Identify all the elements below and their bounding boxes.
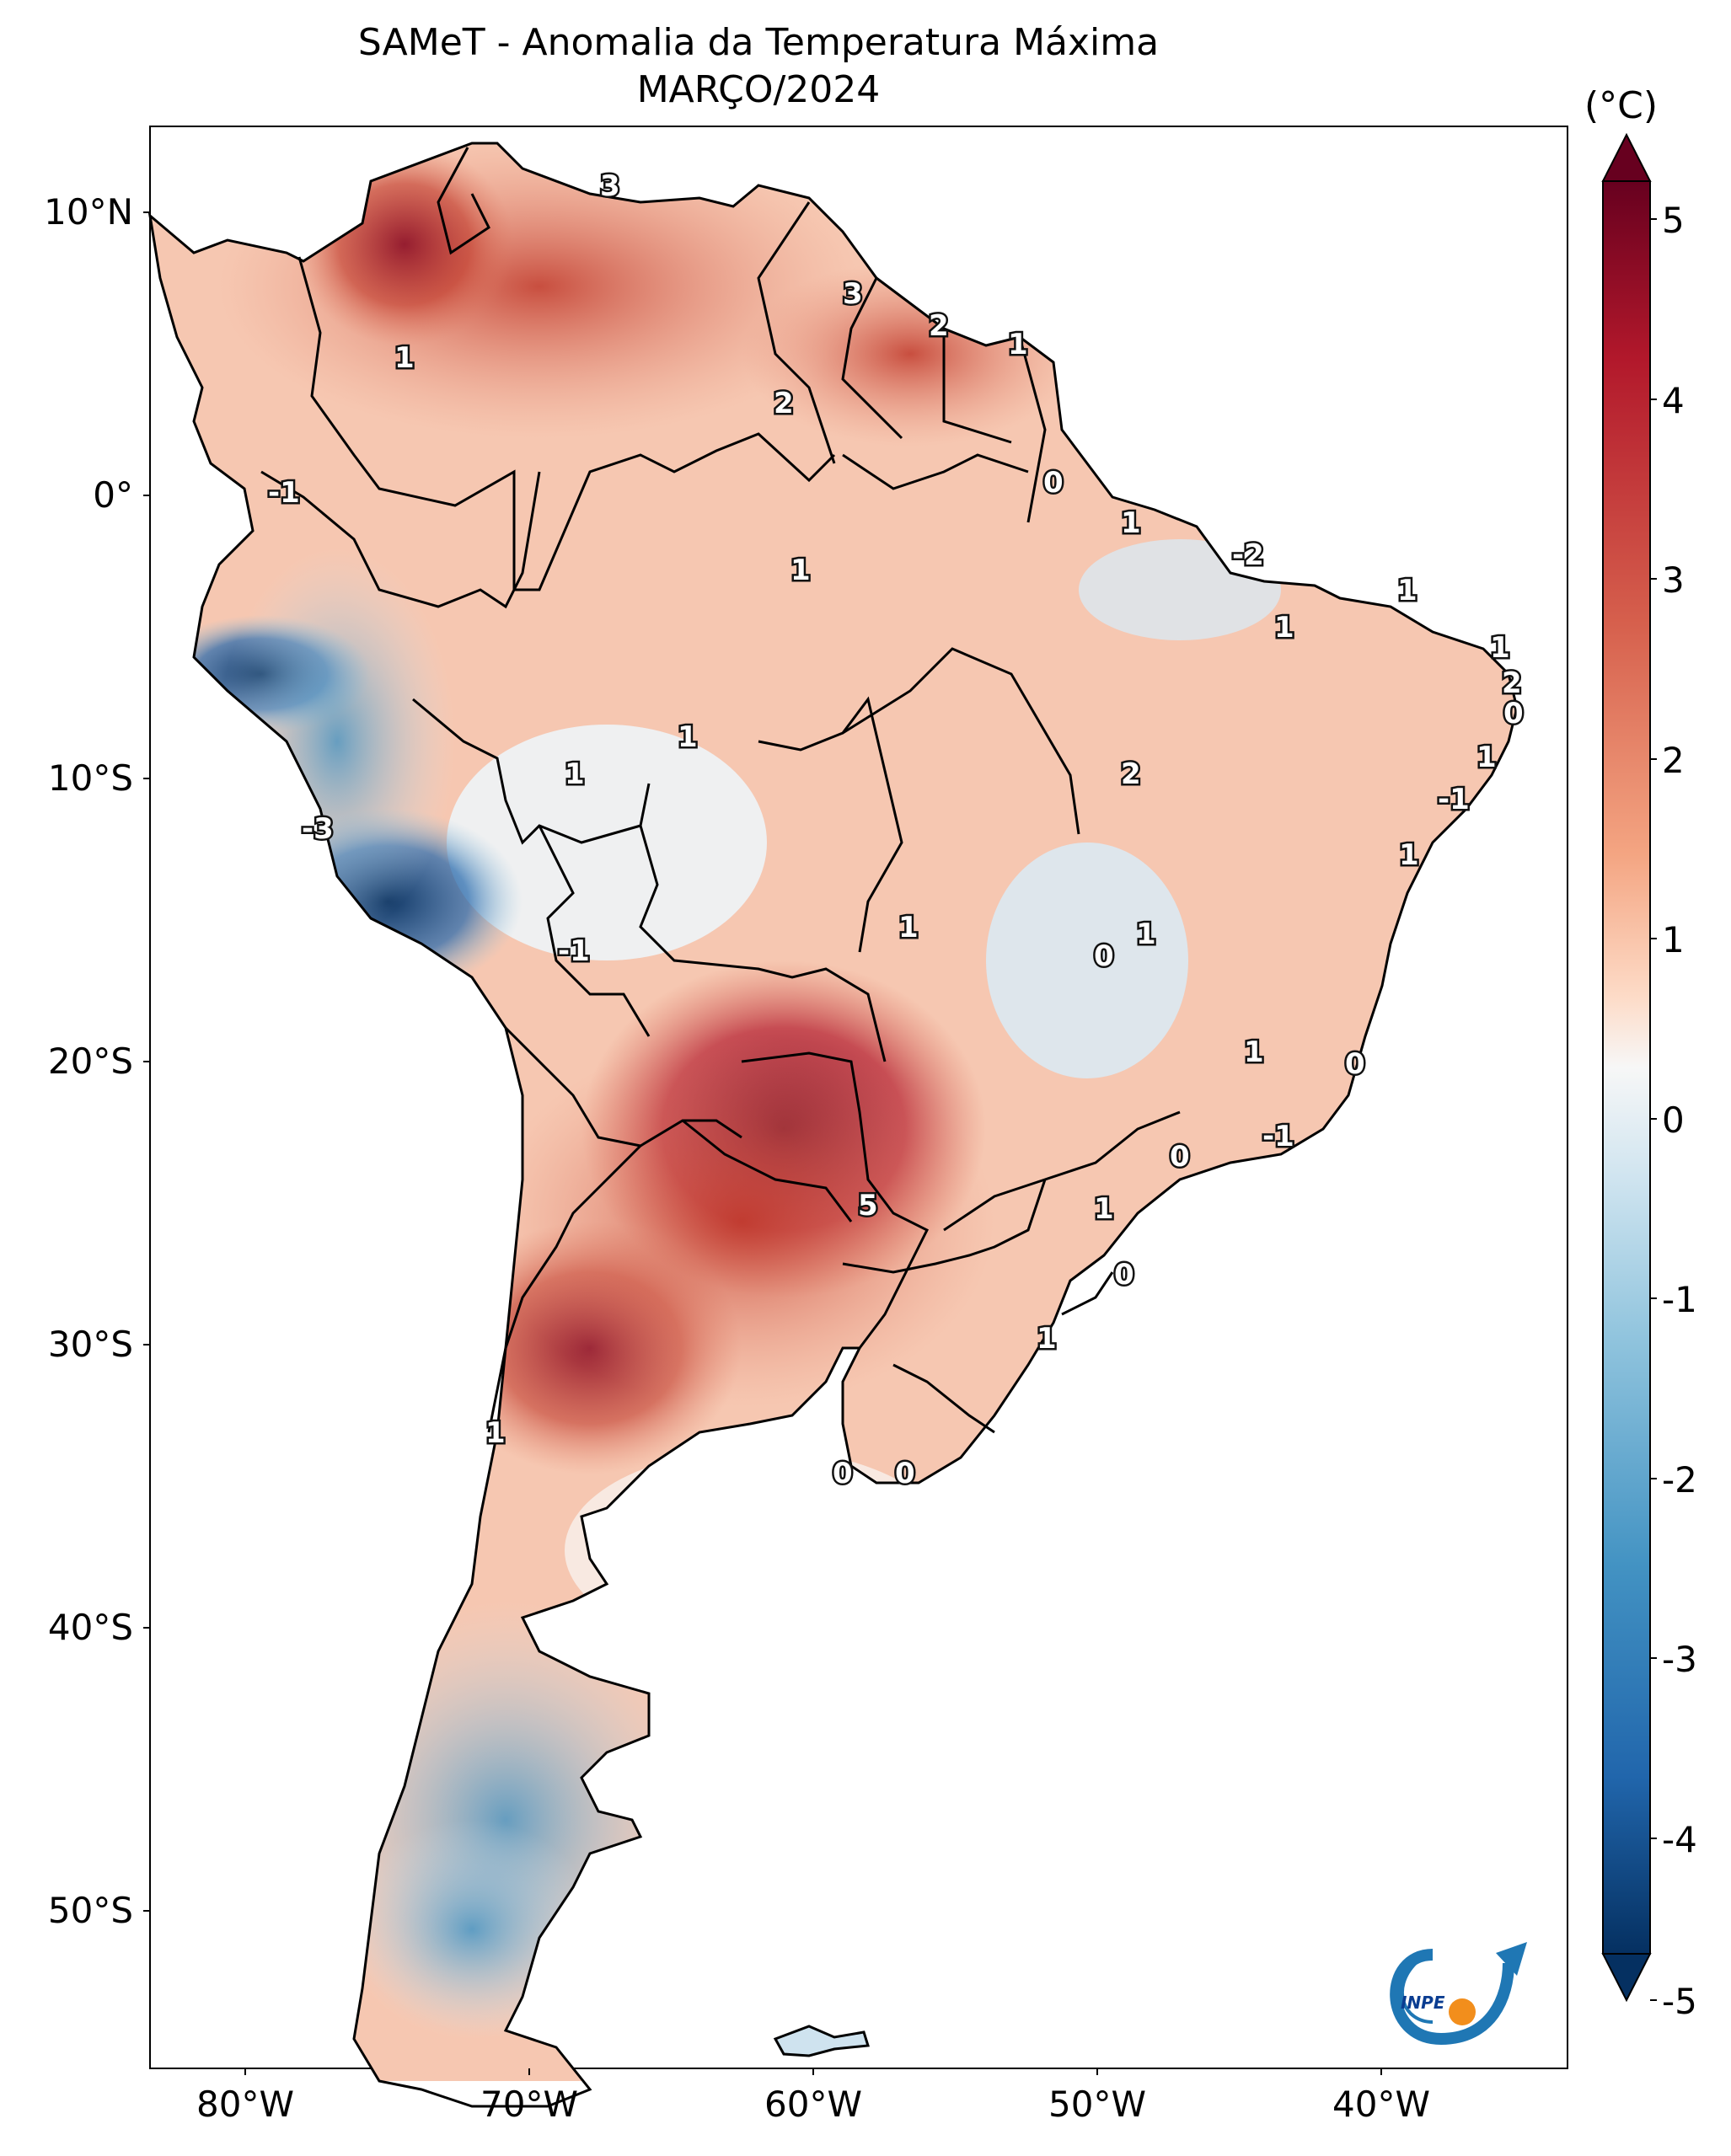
colorbar-unit: (°C) [1584,84,1659,127]
contour-label: -1 [1438,783,1470,816]
contour-label: 1 [1399,838,1419,872]
colorbar-tick: 0 [1662,1099,1685,1141]
contour-label: 1 [898,911,919,944]
contour-label: 1 [485,1416,506,1450]
colorbar-tick: 2 [1662,740,1685,781]
contour-label: 1 [1274,611,1294,645]
contour-label: 3 [843,277,863,311]
contour-label: 1 [1121,506,1141,540]
lon-tick-label: 70°W [480,2084,578,2125]
colorbar-tick: 4 [1662,380,1685,421]
contour-label: 1 [1490,631,1510,665]
falkland-islands [773,2025,870,2057]
contour-label: 1 [1037,1322,1057,1356]
contour-label: 0 [1114,1258,1134,1292]
contour-label: 5 [858,1189,878,1222]
colorbar-tick: -2 [1662,1459,1697,1501]
contour-label: 1 [678,720,698,754]
contour-label: 0 [1345,1047,1365,1081]
contour-label: 0 [895,1457,915,1490]
contour-label: -2 [1232,538,1264,572]
borders [260,147,1181,1434]
contour-label: 1 [1008,328,1028,361]
colorbar-tick: 3 [1662,559,1685,601]
lat-axis: 10°N 0° 10°S 20°S 30°S 40°S 50°S [44,191,150,1931]
map-title: SAMeT - Anomalia da Temperatura Máxima [357,21,1160,64]
lat-tick-label: 10°N [44,191,133,233]
contour-label: 2 [774,387,794,420]
lon-tick-label: 80°W [196,2084,294,2125]
colorbar-tick: -1 [1662,1279,1697,1320]
contour-label: 1 [394,341,415,375]
contour-label: 1 [790,554,811,587]
colorbar-tick: 5 [1662,200,1685,241]
contour-label: -1 [1262,1120,1294,1153]
contour-label: 1 [1136,918,1156,951]
inpe-logo: INPE [1390,1942,1527,2046]
lat-tick-label: 0° [93,474,133,516]
contour-label: 0 [833,1457,853,1490]
map-subtitle: MARÇO/2024 [636,68,881,111]
contour-label: -1 [558,934,590,968]
colorbar: 5 4 3 2 1 0 -1 -2 -3 -4 -5 [1601,132,1697,2022]
contour-label: 0 [1043,466,1064,500]
contour-label: 2 [1121,757,1141,791]
contour-label: -1 [268,476,300,510]
lat-tick-label: 20°S [48,1041,133,1082]
contour-label: 0 [1094,939,1114,973]
lat-tick-label: 30°S [48,1324,133,1365]
contour-label: 2 [1502,666,1522,700]
colorbar-tick: -3 [1662,1639,1697,1680]
contour-label: 1 [565,757,585,791]
contour-label: 2 [929,309,949,343]
logo-text: INPE [1401,1993,1445,2013]
contour-label: 1 [1094,1192,1114,1226]
lat-tick-label: 40°S [48,1607,133,1648]
lon-tick-label: 60°W [764,2084,862,2125]
lon-tick-label: 40°W [1332,2084,1430,2125]
lat-tick-label: 50°S [48,1890,133,1931]
contour-label: -3 [302,812,334,846]
contour-label: 0 [1503,697,1524,730]
colorbar-tick: 1 [1662,919,1685,960]
lon-tick-label: 50°W [1048,2084,1146,2125]
colorbar-tick: -5 [1662,1981,1697,2022]
lat-tick-label: 10°S [48,757,133,799]
contour-label: 1 [1244,1035,1264,1069]
lon-axis: 80°W 70°W 60°W 50°W 40°W [196,2068,1430,2125]
contour-labels: 3 1 3 2 1 2 0 1 -1 1 -2 1 1 1 2 0 1 -1 1… [266,168,1526,1493]
contour-label: 1 [1397,574,1417,607]
contour-label: 1 [1476,741,1497,774]
contour-label: 3 [600,169,620,203]
contour-label: 0 [1170,1140,1190,1174]
colorbar-tick: -4 [1662,1819,1697,1860]
